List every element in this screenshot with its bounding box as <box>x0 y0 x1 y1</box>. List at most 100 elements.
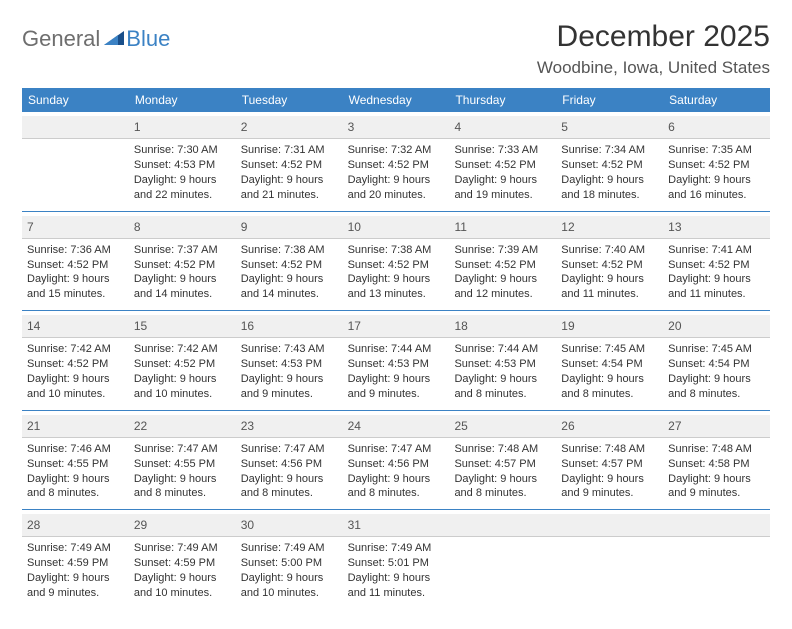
sunset-text: Sunset: 4:58 PM <box>668 457 765 472</box>
sunset-text: Sunset: 4:53 PM <box>241 357 338 372</box>
daylight1-text: Daylight: 9 hours <box>348 272 445 287</box>
day-number: 7 <box>22 216 129 239</box>
sunrise-text: Sunrise: 7:43 AM <box>241 342 338 357</box>
daylight1-text: Daylight: 9 hours <box>454 272 551 287</box>
month-title: December 2025 <box>537 20 770 54</box>
daylight1-text: Daylight: 9 hours <box>561 372 658 387</box>
calendar-cell: 1Sunrise: 7:30 AMSunset: 4:53 PMDaylight… <box>129 112 236 211</box>
calendar-cell <box>449 510 556 609</box>
sunrise-text: Sunrise: 7:37 AM <box>134 243 231 258</box>
sunset-text: Sunset: 4:52 PM <box>454 258 551 273</box>
calendar: Sunday Monday Tuesday Wednesday Thursday… <box>22 88 770 609</box>
sunrise-text: Sunrise: 7:44 AM <box>454 342 551 357</box>
sunrise-text: Sunrise: 7:47 AM <box>134 442 231 457</box>
daylight2-text: and 18 minutes. <box>561 188 658 203</box>
daylight1-text: Daylight: 9 hours <box>668 173 765 188</box>
daylight1-text: Daylight: 9 hours <box>561 472 658 487</box>
calendar-body: 1Sunrise: 7:30 AMSunset: 4:53 PMDaylight… <box>22 112 770 609</box>
weekday-header: Saturday <box>663 88 770 112</box>
day-number: 25 <box>449 415 556 438</box>
daylight2-text: and 9 minutes. <box>241 387 338 402</box>
weekday-header: Sunday <box>22 88 129 112</box>
sunset-text: Sunset: 4:52 PM <box>668 158 765 173</box>
sunset-text: Sunset: 4:52 PM <box>241 158 338 173</box>
daylight1-text: Daylight: 9 hours <box>561 272 658 287</box>
sunrise-text: Sunrise: 7:49 AM <box>27 541 124 556</box>
day-number: 8 <box>129 216 236 239</box>
calendar-cell <box>556 510 663 609</box>
day-number: 23 <box>236 415 343 438</box>
calendar-row: 1Sunrise: 7:30 AMSunset: 4:53 PMDaylight… <box>22 112 770 212</box>
daylight2-text: and 10 minutes. <box>134 387 231 402</box>
daylight2-text: and 16 minutes. <box>668 188 765 203</box>
calendar-cell: 14Sunrise: 7:42 AMSunset: 4:52 PMDayligh… <box>22 311 129 410</box>
daylight1-text: Daylight: 9 hours <box>241 472 338 487</box>
day-number: 5 <box>556 116 663 139</box>
day-number <box>663 514 770 537</box>
day-number: 18 <box>449 315 556 338</box>
daylight2-text: and 11 minutes. <box>561 287 658 302</box>
calendar-cell: 24Sunrise: 7:47 AMSunset: 4:56 PMDayligh… <box>343 411 450 510</box>
sunset-text: Sunset: 4:56 PM <box>348 457 445 472</box>
weekday-header: Wednesday <box>343 88 450 112</box>
sunrise-text: Sunrise: 7:41 AM <box>668 243 765 258</box>
daylight1-text: Daylight: 9 hours <box>668 372 765 387</box>
day-number: 12 <box>556 216 663 239</box>
daylight1-text: Daylight: 9 hours <box>454 173 551 188</box>
sunrise-text: Sunrise: 7:46 AM <box>27 442 124 457</box>
logo-text-blue: Blue <box>126 26 170 52</box>
calendar-cell: 6Sunrise: 7:35 AMSunset: 4:52 PMDaylight… <box>663 112 770 211</box>
daylight2-text: and 8 minutes. <box>134 486 231 501</box>
calendar-cell <box>22 112 129 211</box>
sunset-text: Sunset: 4:52 PM <box>27 258 124 273</box>
calendar-row: 7Sunrise: 7:36 AMSunset: 4:52 PMDaylight… <box>22 212 770 312</box>
sunset-text: Sunset: 4:54 PM <box>668 357 765 372</box>
calendar-cell: 26 Sunrise: 7:48 AMSunset: 4:57 PMDayligh… <box>556 411 663 510</box>
weekday-header: Monday <box>129 88 236 112</box>
sunset-text: Sunset: 4:53 PM <box>454 357 551 372</box>
sunset-text: Sunset: 4:52 PM <box>561 158 658 173</box>
sunset-text: Sunset: 4:56 PM <box>241 457 338 472</box>
sunset-text: Sunset: 4:52 PM <box>668 258 765 273</box>
sunset-text: Sunset: 4:57 PM <box>454 457 551 472</box>
calendar-cell: 17Sunrise: 7:44 AMSunset: 4:53 PMDayligh… <box>343 311 450 410</box>
daylight2-text: and 9 minutes. <box>561 486 658 501</box>
calendar-cell: 2Sunrise: 7:31 AMSunset: 4:52 PMDaylight… <box>236 112 343 211</box>
calendar-cell: 3Sunrise: 7:32 AMSunset: 4:52 PMDaylight… <box>343 112 450 211</box>
calendar-cell: 12Sunrise: 7:40 AMSunset: 4:52 PMDayligh… <box>556 212 663 311</box>
sunset-text: Sunset: 4:55 PM <box>27 457 124 472</box>
location: Woodbine, Iowa, United States <box>537 58 770 78</box>
daylight2-text: and 14 minutes. <box>134 287 231 302</box>
day-number: 9 <box>236 216 343 239</box>
sunrise-text: Sunrise: 7:49 AM <box>241 541 338 556</box>
sunrise-text: Sunrise: 7:48 AM <box>561 442 658 457</box>
daylight1-text: Daylight: 9 hours <box>348 372 445 387</box>
daylight2-text: and 8 minutes. <box>348 486 445 501</box>
daylight2-text: and 8 minutes. <box>27 486 124 501</box>
daylight1-text: Daylight: 9 hours <box>668 272 765 287</box>
sunrise-text: Sunrise: 7:49 AM <box>134 541 231 556</box>
daylight2-text: and 10 minutes. <box>241 586 338 601</box>
sunset-text: Sunset: 4:52 PM <box>134 258 231 273</box>
daylight2-text: and 22 minutes. <box>134 188 231 203</box>
calendar-cell: 19Sunrise: 7:45 AMSunset: 4:54 PMDayligh… <box>556 311 663 410</box>
calendar-cell: 21Sunrise: 7:46 AMSunset: 4:55 PMDayligh… <box>22 411 129 510</box>
day-number: 26 <box>556 415 663 438</box>
weekday-header: Friday <box>556 88 663 112</box>
sunset-text: Sunset: 4:59 PM <box>27 556 124 571</box>
sunrise-text: Sunrise: 7:36 AM <box>27 243 124 258</box>
daylight1-text: Daylight: 9 hours <box>454 372 551 387</box>
calendar-cell: 13Sunrise: 7:41 AMSunset: 4:52 PMDayligh… <box>663 212 770 311</box>
calendar-cell: 9Sunrise: 7:38 AMSunset: 4:52 PMDaylight… <box>236 212 343 311</box>
daylight1-text: Daylight: 9 hours <box>668 472 765 487</box>
header: General Blue December 2025 Woodbine, Iow… <box>22 20 770 78</box>
sunset-text: Sunset: 4:59 PM <box>134 556 231 571</box>
daylight2-text: and 13 minutes. <box>348 287 445 302</box>
sunset-text: Sunset: 4:57 PM <box>561 457 658 472</box>
sunrise-text: Sunrise: 7:32 AM <box>348 143 445 158</box>
calendar-cell: 11Sunrise: 7:39 AMSunset: 4:52 PMDayligh… <box>449 212 556 311</box>
sunrise-text: Sunrise: 7:34 AM <box>561 143 658 158</box>
calendar-cell: 27Sunrise: 7:48 AMSunset: 4:58 PMDayligh… <box>663 411 770 510</box>
daylight1-text: Daylight: 9 hours <box>134 372 231 387</box>
calendar-cell <box>663 510 770 609</box>
